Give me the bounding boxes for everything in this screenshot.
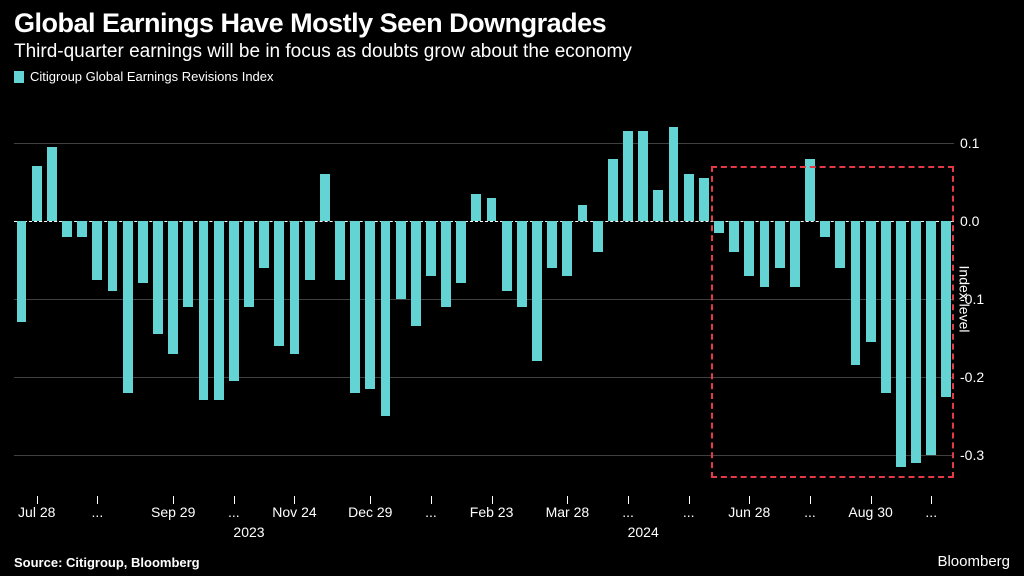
data-bar (593, 221, 603, 252)
data-bar (502, 221, 512, 291)
source-attribution: Source: Citigroup, Bloomberg (14, 555, 200, 570)
x-tick (97, 496, 98, 504)
data-bar (426, 221, 436, 276)
x-tick (234, 496, 235, 504)
x-tick-label: Jun 28 (728, 504, 770, 520)
x-tick (294, 496, 295, 504)
x-tick (689, 496, 690, 504)
x-tick-label: ... (622, 504, 634, 520)
x-year-label: 2023 (233, 524, 264, 540)
data-bar (259, 221, 269, 268)
data-bar (684, 174, 694, 221)
x-tick-label: Feb 23 (470, 504, 514, 520)
data-bar (229, 221, 239, 381)
data-bar (623, 131, 633, 221)
data-bar (123, 221, 133, 393)
x-tick (37, 496, 38, 504)
data-bar (199, 221, 209, 400)
data-bar (77, 221, 87, 237)
y-tick-label: -0.2 (960, 369, 984, 385)
data-bar (456, 221, 466, 283)
data-bar (108, 221, 118, 291)
x-tick-label: ... (925, 504, 937, 520)
x-axis: Jul 28... Sep 29... Nov 24 Dec 29... Feb 23 M… (14, 496, 954, 542)
data-bar (441, 221, 451, 307)
data-bar (290, 221, 300, 354)
x-tick-label: Sep 29 (151, 504, 195, 520)
brand-logo: Bloomberg (937, 553, 1010, 570)
data-bar (517, 221, 527, 307)
x-tick (492, 496, 493, 504)
x-tick (871, 496, 872, 504)
x-tick-label: Nov 24 (272, 504, 316, 520)
x-tick-label: Jul 28 (18, 504, 55, 520)
x-tick-label: ... (804, 504, 816, 520)
data-bar (183, 221, 193, 307)
x-tick-label: ... (228, 504, 240, 520)
x-tick-label: ... (425, 504, 437, 520)
x-tick (931, 496, 932, 504)
x-tick (173, 496, 174, 504)
legend-swatch (14, 71, 24, 83)
gridline (14, 143, 954, 144)
y-tick-label: 0.1 (960, 135, 979, 151)
x-tick (431, 496, 432, 504)
data-bar (214, 221, 224, 400)
x-tick-label: ... (683, 504, 695, 520)
data-bar (381, 221, 391, 416)
data-bar (350, 221, 360, 393)
data-bar (532, 221, 542, 361)
x-tick (370, 496, 371, 504)
x-tick-label: Mar 28 (546, 504, 590, 520)
legend-label: Citigroup Global Earnings Revisions Inde… (30, 69, 274, 84)
data-bar (562, 221, 572, 276)
x-tick (567, 496, 568, 504)
data-bar (653, 190, 663, 221)
data-bar (153, 221, 163, 334)
x-year-label: 2024 (628, 524, 659, 540)
y-axis: Index level 0.10.0-0.1-0.2-0.3 (960, 104, 1004, 494)
data-bar (638, 131, 648, 221)
data-bar (92, 221, 102, 280)
x-tick (628, 496, 629, 504)
data-bar (17, 221, 27, 322)
x-tick (810, 496, 811, 504)
chart-title: Global Earnings Have Mostly Seen Downgra… (14, 8, 1010, 39)
data-bar (487, 198, 497, 221)
data-bar (244, 221, 254, 307)
data-bar (699, 178, 709, 221)
y-tick-label: -0.3 (960, 447, 984, 463)
data-bar (274, 221, 284, 346)
data-bar (396, 221, 406, 299)
data-bar (62, 221, 72, 237)
chart-plot-area (14, 104, 954, 494)
data-bar (547, 221, 557, 268)
data-bar (335, 221, 345, 280)
data-bar (365, 221, 375, 389)
data-bar (168, 221, 178, 354)
data-bar (608, 159, 618, 221)
data-bar (411, 221, 421, 326)
y-tick-label: 0.0 (960, 213, 979, 229)
y-tick-label: -0.1 (960, 291, 984, 307)
data-bar (32, 166, 42, 221)
data-bar (47, 147, 57, 221)
data-bar (138, 221, 148, 283)
x-tick (749, 496, 750, 504)
data-bar (305, 221, 315, 280)
data-bar (471, 194, 481, 221)
x-tick-label: Aug 30 (848, 504, 892, 520)
legend: Citigroup Global Earnings Revisions Inde… (14, 69, 1010, 84)
data-bar (320, 174, 330, 221)
x-tick-label: ... (92, 504, 104, 520)
data-bar (669, 127, 679, 221)
x-tick-label: Dec 29 (348, 504, 392, 520)
chart-subtitle: Third-quarter earnings will be in focus … (14, 41, 1010, 63)
highlight-box (711, 166, 954, 478)
data-bar (578, 205, 588, 221)
